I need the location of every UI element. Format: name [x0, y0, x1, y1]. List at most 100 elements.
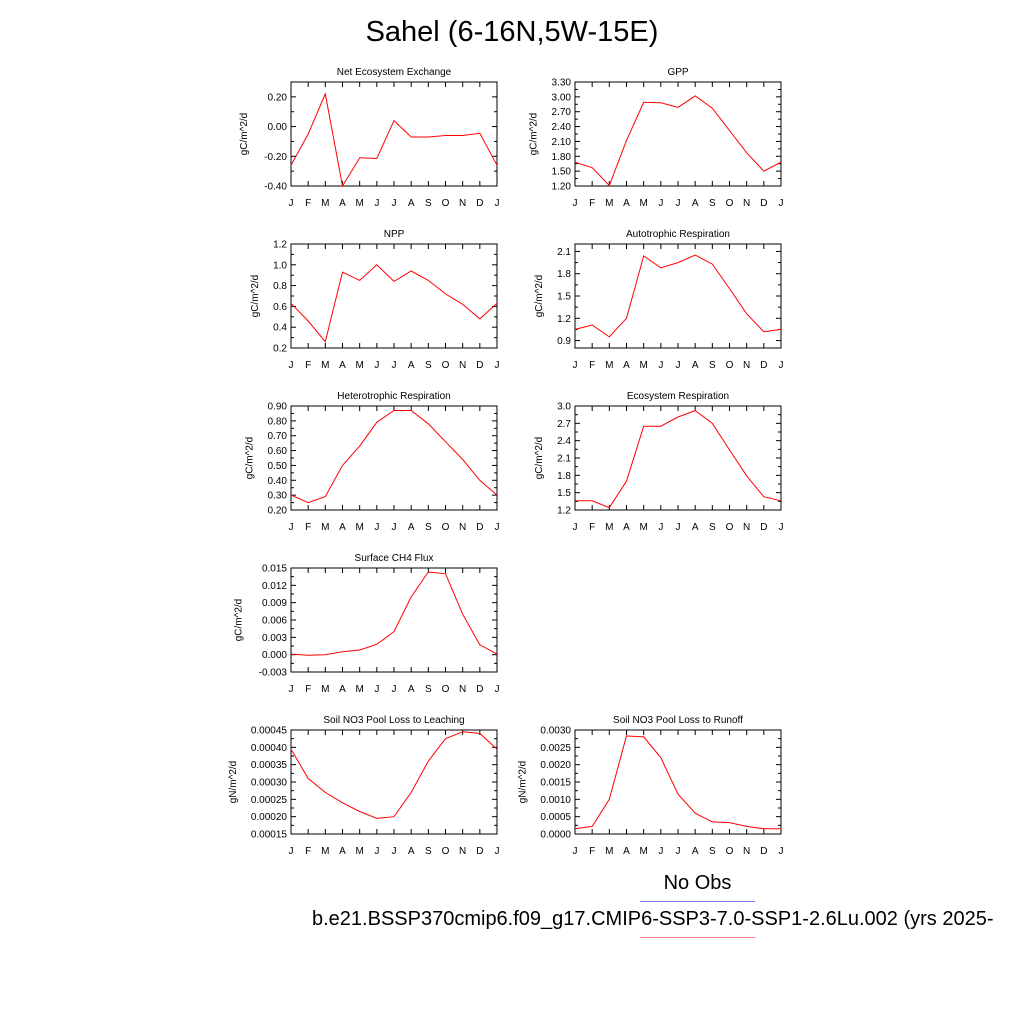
series-line [290, 410, 498, 504]
y-tick-label: 0.70 [268, 431, 288, 442]
x-tick-label: D [476, 198, 483, 209]
x-tick-label: A [692, 846, 699, 857]
x-tick-label: J [289, 846, 294, 857]
y-tick-label: 0.20 [268, 506, 288, 517]
x-tick-label: M [605, 198, 613, 209]
y-tick-label: 2.7 [557, 419, 571, 430]
x-tick-label: A [339, 684, 346, 695]
y-tick-label: 0.0020 [540, 760, 571, 771]
x-tick-label: A [692, 198, 699, 209]
x-tick-label: F [305, 198, 311, 209]
y-tick-label: 0.000 [262, 650, 287, 661]
y-axis-label: gC/m^2/d [245, 437, 256, 480]
chart-title: Autotrophic Respiration [626, 229, 730, 240]
series-line [290, 92, 498, 188]
x-tick-label: J [495, 522, 500, 533]
y-axis-label: gN/m^2/d [517, 761, 528, 804]
x-tick-label: J [392, 684, 397, 695]
x-tick-label: J [676, 360, 681, 371]
y-tick-label: 1.20 [552, 182, 572, 193]
x-tick-label: J [374, 522, 379, 533]
x-tick-label: J [392, 198, 397, 209]
case-legend-line [640, 937, 755, 938]
x-tick-label: J [573, 522, 578, 533]
x-tick-label: F [305, 522, 311, 533]
y-tick-label: 1.8 [557, 471, 571, 482]
x-tick-label: F [305, 846, 311, 857]
y-tick-label: 0.40 [268, 476, 288, 487]
chart-title: Heterotrophic Respiration [337, 391, 450, 402]
y-tick-label: 0.9 [557, 336, 571, 347]
x-tick-label: D [760, 198, 767, 209]
x-tick-label: O [442, 360, 450, 371]
series-line [575, 410, 782, 509]
x-tick-label: J [289, 360, 294, 371]
x-tick-label: N [459, 846, 466, 857]
x-tick-label: J [374, 684, 379, 695]
plot-frame [574, 243, 782, 349]
chart-panel: J F M A M J J A S O N D J0.000150.000200.000250.0003… [228, 715, 500, 857]
series-line [290, 731, 498, 819]
x-tick-label: S [709, 522, 716, 533]
x-tick-label: J [392, 522, 397, 533]
y-tick-label: 2.10 [552, 137, 572, 148]
y-tick-label: 1.5 [557, 488, 571, 499]
x-tick-label: M [321, 846, 329, 857]
y-tick-label: 0.00015 [251, 830, 288, 841]
x-tick-label: F [589, 198, 595, 209]
x-tick-label: M [639, 522, 647, 533]
x-tick-label: M [605, 522, 613, 533]
y-tick-label: 2.70 [552, 107, 572, 118]
y-tick-label: 0.0025 [540, 743, 571, 754]
x-tick-label: J [374, 846, 379, 857]
y-tick-label: 0.00020 [251, 812, 288, 823]
x-tick-label: J [495, 198, 500, 209]
x-tick-label: N [743, 522, 750, 533]
x-tick-label: D [476, 684, 483, 695]
x-tick-label: J [658, 360, 663, 371]
x-tick-label: J [779, 522, 784, 533]
x-tick-label: O [726, 198, 734, 209]
x-tick-label: F [305, 684, 311, 695]
chart-panel: J F M A M J J A S O N D J0.91.21.51.82.1Autotrophic … [534, 229, 783, 371]
chart-title: NPP [384, 229, 405, 240]
y-tick-label: 1.8 [557, 269, 571, 280]
y-tick-label: 0.0000 [540, 830, 571, 841]
x-tick-label: A [623, 846, 630, 857]
x-tick-label: A [408, 198, 415, 209]
y-tick-label: 0.003 [262, 633, 287, 644]
chart-panel: J F M A M J J A S O N D J1.201.501.802.102.402.703.0… [529, 67, 784, 209]
x-tick-label: J [676, 522, 681, 533]
y-axis-label: gC/m^2/d [534, 437, 545, 480]
y-axis-label: gC/m^2/d [233, 599, 244, 642]
x-tick-label: A [623, 198, 630, 209]
chart-title: Ecosystem Respiration [627, 391, 729, 402]
y-tick-label: 2.1 [557, 247, 571, 258]
x-tick-label: F [589, 522, 595, 533]
y-tick-label: 0.50 [268, 461, 288, 472]
y-tick-label: 1.5 [557, 292, 571, 303]
x-tick-label: A [339, 846, 346, 857]
x-tick-label: S [425, 846, 432, 857]
x-tick-label: M [355, 360, 363, 371]
x-tick-label: M [355, 684, 363, 695]
x-tick-label: F [305, 360, 311, 371]
y-tick-label: 0.00 [268, 122, 288, 133]
x-tick-label: J [392, 360, 397, 371]
y-tick-label: 0.80 [268, 416, 288, 427]
x-tick-label: J [495, 360, 500, 371]
y-tick-label: -0.40 [264, 182, 287, 193]
y-tick-label: 0.006 [262, 616, 287, 627]
y-tick-label: 0.0005 [540, 812, 571, 823]
x-tick-label: S [425, 198, 432, 209]
chart-title: GPP [667, 67, 688, 78]
y-tick-label: 0.00045 [251, 726, 288, 737]
y-tick-label: 3.0 [557, 402, 571, 413]
x-tick-label: O [726, 522, 734, 533]
x-tick-label: S [709, 360, 716, 371]
y-tick-label: 0.00030 [251, 778, 288, 789]
chart-panel: J F M A M J J A S O N D J1.21.51.82.12.42.73.0Ecosys… [534, 391, 783, 533]
y-tick-label: 0.8 [273, 281, 287, 292]
x-tick-label: M [355, 846, 363, 857]
x-tick-label: D [760, 522, 767, 533]
